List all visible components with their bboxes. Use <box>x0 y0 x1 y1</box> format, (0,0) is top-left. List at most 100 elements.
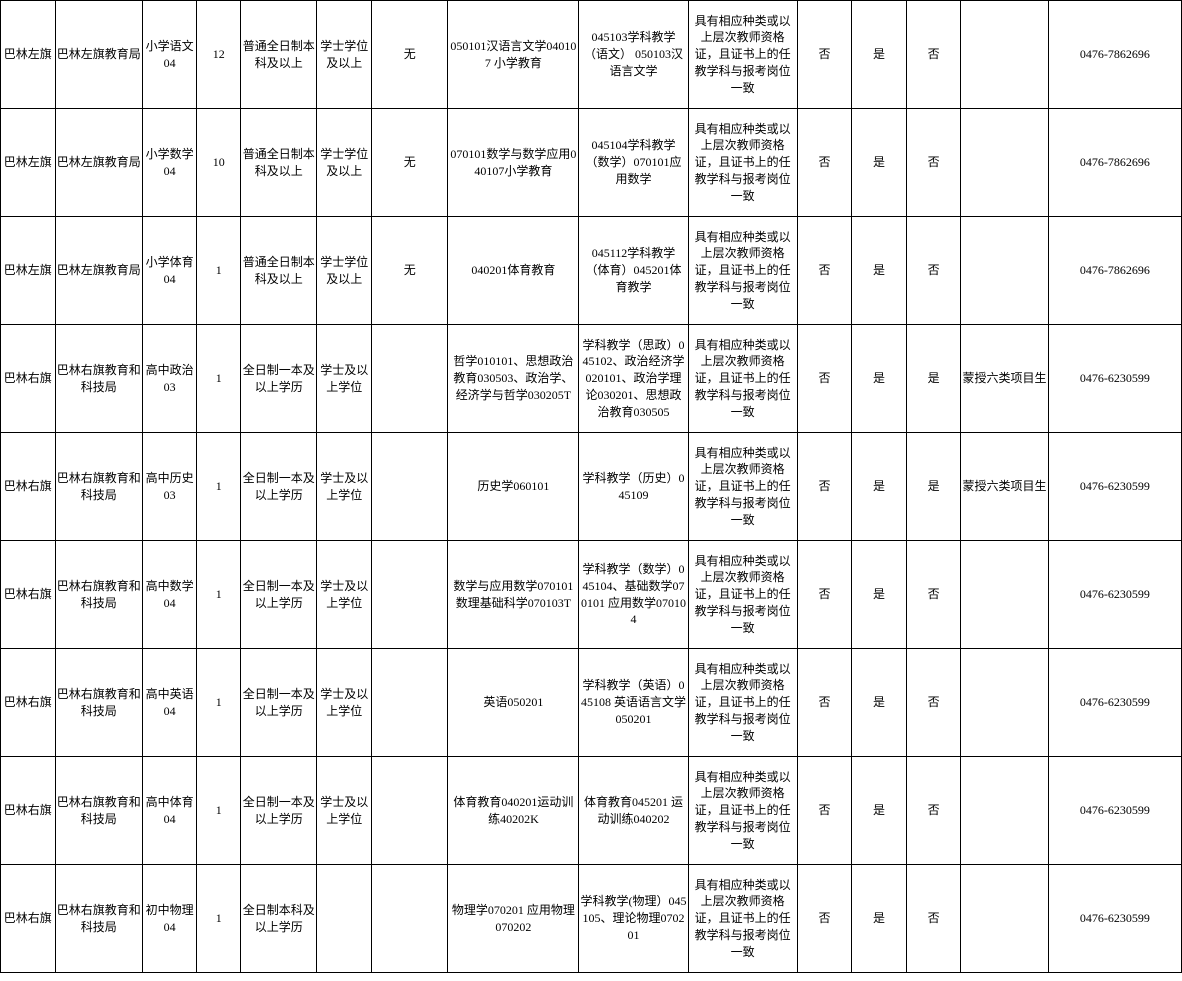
requirement-cell: 具有相应种类或以上层次教师资格证，且证书上的任教学科与报考岗位一致 <box>688 541 797 649</box>
position-cell: 高中英语04 <box>142 649 197 757</box>
degree-cell: 学士学位及以上 <box>317 109 372 217</box>
flag2-cell: 是 <box>852 649 907 757</box>
dept-cell: 巴林右旗教育和科技局 <box>55 433 142 541</box>
major-postgrad-cell: 学科教学（数学）045104、基础数学070101 应用数学070104 <box>579 541 688 649</box>
flag2-cell: 是 <box>852 325 907 433</box>
dept-cell: 巴林右旗教育和科技局 <box>55 649 142 757</box>
flag3-cell: 否 <box>906 649 961 757</box>
dept-cell: 巴林右旗教育和科技局 <box>55 325 142 433</box>
major-undergrad-cell: 物理学070201 应用物理070202 <box>448 865 579 973</box>
table-row: 巴林右旗巴林右旗教育和科技局高中体育041全日制一本及以上学历学士及以上学位体育… <box>1 757 1182 865</box>
flag3-cell: 否 <box>906 1 961 109</box>
flag1-cell: 否 <box>797 109 852 217</box>
flag1-cell: 否 <box>797 325 852 433</box>
phone-cell: 0476-7862696 <box>1048 109 1181 217</box>
extra-cell: 无 <box>372 217 448 325</box>
major-postgrad-cell: 045112学科教学（体育）045201体育教学 <box>579 217 688 325</box>
table-row: 巴林右旗巴林右旗教育和科技局高中数学041全日制一本及以上学历学士及以上学位数学… <box>1 541 1182 649</box>
education-cell: 全日制一本及以上学历 <box>241 325 317 433</box>
requirement-cell: 具有相应种类或以上层次教师资格证，且证书上的任教学科与报考岗位一致 <box>688 325 797 433</box>
phone-cell: 0476-6230599 <box>1048 865 1181 973</box>
education-cell: 普通全日制本科及以上 <box>241 109 317 217</box>
table-row: 巴林右旗巴林右旗教育和科技局高中英语041全日制一本及以上学历学士及以上学位英语… <box>1 649 1182 757</box>
requirement-cell: 具有相应种类或以上层次教师资格证，且证书上的任教学科与报考岗位一致 <box>688 1 797 109</box>
flag3-cell: 否 <box>906 109 961 217</box>
count-cell: 1 <box>197 325 241 433</box>
position-cell: 小学语文04 <box>142 1 197 109</box>
table-row: 巴林左旗巴林左旗教育局小学语文0412普通全日制本科及以上学士学位及以上无050… <box>1 1 1182 109</box>
education-cell: 全日制一本及以上学历 <box>241 649 317 757</box>
dept-cell: 巴林右旗教育和科技局 <box>55 541 142 649</box>
note-cell <box>961 1 1048 109</box>
flag1-cell: 否 <box>797 865 852 973</box>
flag2-cell: 是 <box>852 109 907 217</box>
requirement-cell: 具有相应种类或以上层次教师资格证，且证书上的任教学科与报考岗位一致 <box>688 757 797 865</box>
phone-cell: 0476-6230599 <box>1048 757 1181 865</box>
phone-cell: 0476-6230599 <box>1048 325 1181 433</box>
education-cell: 普通全日制本科及以上 <box>241 217 317 325</box>
flag2-cell: 是 <box>852 757 907 865</box>
region-cell: 巴林左旗 <box>1 217 56 325</box>
major-postgrad-cell: 体育教育045201 运动训练040202 <box>579 757 688 865</box>
degree-cell: 学士及以上学位 <box>317 757 372 865</box>
region-cell: 巴林右旗 <box>1 865 56 973</box>
major-postgrad-cell: 045104学科教学（数学）070101应用数学 <box>579 109 688 217</box>
position-cell: 小学体育04 <box>142 217 197 325</box>
degree-cell: 学士学位及以上 <box>317 217 372 325</box>
flag3-cell: 否 <box>906 865 961 973</box>
flag2-cell: 是 <box>852 541 907 649</box>
phone-cell: 0476-6230599 <box>1048 541 1181 649</box>
flag1-cell: 否 <box>797 649 852 757</box>
region-cell: 巴林右旗 <box>1 649 56 757</box>
major-undergrad-cell: 数学与应用数学070101 数理基础科学070103T <box>448 541 579 649</box>
degree-cell: 学士及以上学位 <box>317 541 372 649</box>
phone-cell: 0476-6230599 <box>1048 433 1181 541</box>
count-cell: 10 <box>197 109 241 217</box>
phone-cell: 0476-6230599 <box>1048 649 1181 757</box>
requirement-cell: 具有相应种类或以上层次教师资格证，且证书上的任教学科与报考岗位一致 <box>688 649 797 757</box>
position-cell: 初中物理04 <box>142 865 197 973</box>
count-cell: 1 <box>197 217 241 325</box>
position-cell: 小学数学04 <box>142 109 197 217</box>
note-cell <box>961 217 1048 325</box>
flag3-cell: 是 <box>906 433 961 541</box>
flag1-cell: 否 <box>797 541 852 649</box>
flag1-cell: 否 <box>797 1 852 109</box>
extra-cell <box>372 325 448 433</box>
degree-cell <box>317 865 372 973</box>
major-postgrad-cell: 学科教学（思政）045102、政治经济学020101、政治学理论030201、思… <box>579 325 688 433</box>
table-row: 巴林左旗巴林左旗教育局小学体育041普通全日制本科及以上学士学位及以上无0402… <box>1 217 1182 325</box>
region-cell: 巴林右旗 <box>1 325 56 433</box>
flag2-cell: 是 <box>852 217 907 325</box>
count-cell: 12 <box>197 1 241 109</box>
region-cell: 巴林左旗 <box>1 1 56 109</box>
table-row: 巴林右旗巴林右旗教育和科技局初中物理041全日制本科及以上学历物理学070201… <box>1 865 1182 973</box>
region-cell: 巴林右旗 <box>1 433 56 541</box>
extra-cell <box>372 541 448 649</box>
requirement-cell: 具有相应种类或以上层次教师资格证，且证书上的任教学科与报考岗位一致 <box>688 109 797 217</box>
position-cell: 高中数学04 <box>142 541 197 649</box>
dept-cell: 巴林左旗教育局 <box>55 1 142 109</box>
flag3-cell: 否 <box>906 541 961 649</box>
major-undergrad-cell: 英语050201 <box>448 649 579 757</box>
extra-cell <box>372 649 448 757</box>
count-cell: 1 <box>197 541 241 649</box>
flag3-cell: 否 <box>906 217 961 325</box>
count-cell: 1 <box>197 757 241 865</box>
degree-cell: 学士及以上学位 <box>317 649 372 757</box>
flag3-cell: 否 <box>906 757 961 865</box>
position-cell: 高中历史03 <box>142 433 197 541</box>
education-cell: 全日制一本及以上学历 <box>241 433 317 541</box>
major-undergrad-cell: 体育教育040201运动训练40202K <box>448 757 579 865</box>
flag1-cell: 否 <box>797 433 852 541</box>
note-cell: 蒙授六类项目生 <box>961 325 1048 433</box>
table-row: 巴林右旗巴林右旗教育和科技局高中历史031全日制一本及以上学历学士及以上学位历史… <box>1 433 1182 541</box>
extra-cell <box>372 757 448 865</box>
region-cell: 巴林右旗 <box>1 541 56 649</box>
extra-cell: 无 <box>372 1 448 109</box>
major-undergrad-cell: 040201体育教育 <box>448 217 579 325</box>
degree-cell: 学士及以上学位 <box>317 325 372 433</box>
major-undergrad-cell: 历史学060101 <box>448 433 579 541</box>
extra-cell <box>372 433 448 541</box>
phone-cell: 0476-7862696 <box>1048 1 1181 109</box>
